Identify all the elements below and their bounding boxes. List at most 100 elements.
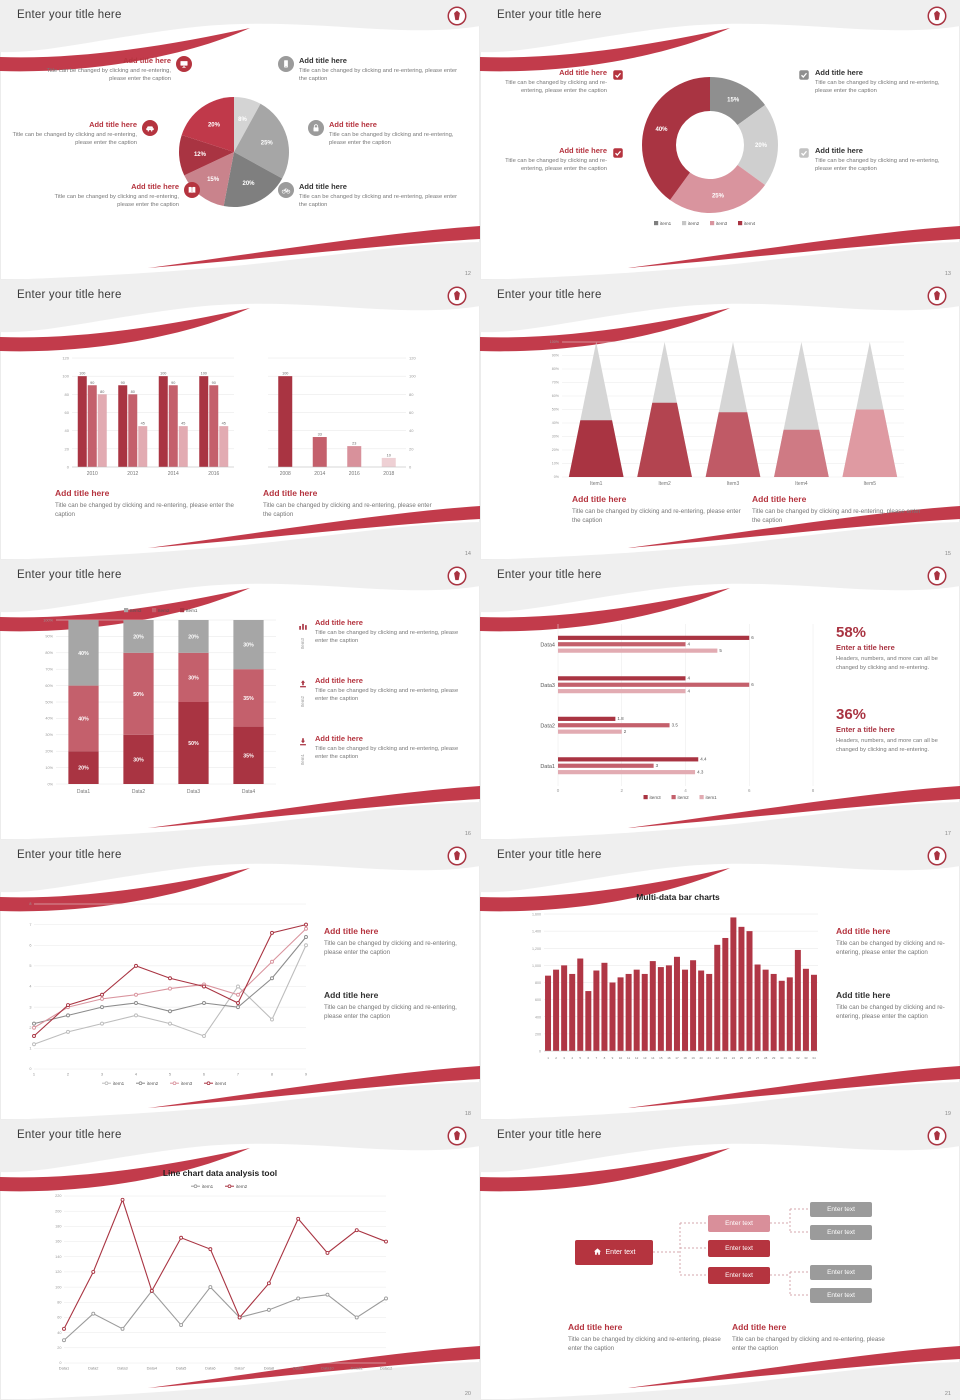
stat-caption: Headers, numbers, and more can all be ch…: [836, 738, 938, 753]
svg-text:7: 7: [596, 1056, 598, 1060]
checkbox-checked-icon: [612, 146, 624, 158]
svg-text:5: 5: [169, 1072, 171, 1077]
svg-text:2018: 2018: [383, 471, 394, 477]
diagram-node: Enter text: [810, 1202, 872, 1217]
svg-text:90%: 90%: [45, 635, 53, 639]
stat-title: Enter a title here: [836, 643, 895, 652]
school-logo-icon: [447, 286, 467, 306]
svg-text:Item1: Item1: [186, 608, 198, 613]
slide-12[interactable]: Enter your title here 8% 25% 20% 15% 12% 20% …: [0, 0, 480, 280]
svg-text:800: 800: [535, 981, 541, 985]
svg-text:Data4: Data4: [540, 642, 555, 648]
svg-text:1,200: 1,200: [532, 947, 541, 951]
stat-block: 58% Enter a title here Headers, numbers,…: [836, 624, 950, 672]
slide-decoration: [0, 1120, 480, 1400]
svg-text:26: 26: [748, 1056, 752, 1060]
slide-20[interactable]: Enter your title here Line chart data an…: [0, 1120, 480, 1400]
svg-text:8%: 8%: [238, 117, 247, 123]
svg-text:8: 8: [29, 902, 31, 906]
svg-text:20%: 20%: [188, 634, 199, 640]
infographic-item: Item3 Add title here Title can be changed…: [296, 618, 472, 649]
svg-text:Data4: Data4: [242, 789, 256, 795]
slide-title: Enter your title here: [497, 1129, 602, 1141]
node-label: Enter text: [605, 1249, 636, 1256]
caption-block: Add title here Title can be changed by c…: [572, 494, 744, 526]
bar-chart-icon: [298, 618, 308, 636]
diagram-node: Enter text: [810, 1288, 872, 1303]
svg-text:4: 4: [688, 688, 691, 693]
svg-text:180: 180: [55, 1225, 61, 1229]
svg-text:100: 100: [201, 372, 207, 376]
smartphone-icon: [278, 56, 294, 72]
section-title: Add title here: [263, 488, 318, 498]
svg-text:29: 29: [772, 1056, 776, 1060]
svg-text:Item3: Item3: [130, 608, 142, 613]
donut-chart: 15% 20% 25% 40% item1 item2 item3 item4: [632, 76, 788, 228]
node-label: Enter text: [725, 1272, 753, 1279]
slide-decoration: [480, 0, 960, 280]
svg-text:Data2: Data2: [540, 723, 555, 729]
svg-text:6: 6: [587, 1056, 589, 1060]
slide-13[interactable]: Enter your title here 15% 20% 25% 40% item1 i…: [480, 0, 960, 280]
svg-text:120: 120: [62, 356, 69, 361]
svg-text:0: 0: [59, 1361, 61, 1365]
item-title: Add title here: [315, 618, 363, 627]
svg-text:8: 8: [604, 1056, 606, 1060]
item-caption: Title can be changed by clicking and re-…: [815, 158, 940, 173]
node-label: Enter text: [827, 1269, 855, 1276]
svg-text:3: 3: [656, 763, 659, 768]
svg-text:18: 18: [683, 1056, 687, 1060]
svg-text:140: 140: [55, 1255, 61, 1259]
svg-text:Data2: Data2: [132, 789, 146, 795]
caption-block: Add title here Title can be changed by c…: [568, 1322, 728, 1354]
slide-title: Enter your title here: [17, 569, 122, 581]
slide-17[interactable]: Enter your title here 0 2 4 6 8 6 4 5 Data4 4 6 4 Da…: [480, 560, 960, 840]
slide-title: Enter your title here: [497, 569, 602, 581]
svg-text:30%: 30%: [45, 733, 53, 737]
section-title: Add title here: [572, 494, 627, 504]
section-caption: Title can be changed by clicking and re-…: [836, 1004, 945, 1021]
svg-text:100%: 100%: [550, 340, 560, 344]
svg-text:1,400: 1,400: [532, 930, 541, 934]
item-title: Add title here: [315, 734, 363, 743]
svg-text:40%: 40%: [552, 421, 560, 425]
svg-text:Data3: Data3: [540, 683, 555, 689]
item-tag: Item1: [299, 754, 305, 766]
slide-decoration: [480, 1120, 960, 1400]
svg-text:Data12: Data12: [380, 1366, 393, 1371]
svg-text:20%: 20%: [243, 181, 256, 187]
slide-19[interactable]: Enter your title here Multi-data bar cha…: [480, 840, 960, 1120]
svg-text:Item3: Item3: [727, 481, 740, 487]
school-logo-icon: [447, 6, 467, 26]
svg-text:2: 2: [624, 729, 627, 734]
slide-21[interactable]: Enter your title here Enter text Enter t…: [480, 1120, 960, 1400]
home-icon: [593, 1247, 602, 1258]
svg-text:16: 16: [667, 1056, 671, 1060]
infographic-item: Add title here Title can be changed by cl…: [308, 120, 470, 148]
svg-text:3: 3: [563, 1056, 565, 1060]
svg-text:1: 1: [547, 1056, 549, 1060]
svg-text:Data3: Data3: [187, 789, 201, 795]
svg-text:Item5: Item5: [864, 481, 877, 487]
svg-text:4.3: 4.3: [697, 769, 704, 774]
svg-text:50%: 50%: [45, 700, 53, 704]
svg-text:2: 2: [67, 1072, 69, 1077]
grouped-bar-chart: 0 20 40 60 80 100 120 100 90 80 2010 90 80 45 2012 100 9…: [52, 350, 242, 478]
svg-text:30%: 30%: [552, 435, 560, 439]
section-caption: Title can be changed by clicking and re-…: [836, 940, 945, 957]
svg-text:item4: item4: [215, 1081, 227, 1086]
item-caption: Title can be changed by clicking and re-…: [315, 688, 459, 703]
section-title: Add title here: [55, 488, 110, 498]
stat-block: 36% Enter a title here Headers, numbers,…: [836, 706, 950, 754]
svg-text:Item1: Item1: [590, 481, 603, 487]
svg-text:17: 17: [675, 1056, 679, 1060]
svg-text:Data4: Data4: [147, 1366, 158, 1371]
svg-text:Item2: Item2: [158, 608, 170, 613]
slide-16[interactable]: Enter your title here Item3 Item2 Item1 0% 1…: [0, 560, 480, 840]
slide-14[interactable]: Enter your title here 0 20 40 60 80 100 120 100…: [0, 280, 480, 560]
svg-text:Data7: Data7: [234, 1366, 244, 1371]
slide-15[interactable]: Enter your title here 0% 10% 20% 30% 40% 50% 6…: [480, 280, 960, 560]
diagram-node: Enter text: [708, 1240, 770, 1257]
svg-text:10%: 10%: [45, 766, 53, 770]
